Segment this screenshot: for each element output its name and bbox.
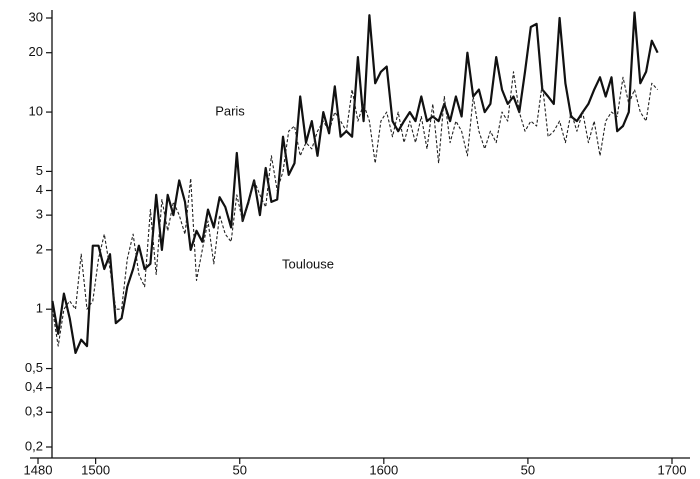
y-tick-label: 0,4 [25, 379, 43, 394]
y-tick-label: 0,3 [25, 404, 43, 419]
x-tick-label: 1600 [369, 462, 398, 477]
x-tick-label: 1500 [81, 462, 110, 477]
y-tick-label: 2 [36, 241, 43, 256]
y-tick-label: 4 [36, 182, 43, 197]
annotation: Paris [215, 103, 245, 118]
y-tick-label: 0,5 [25, 360, 43, 375]
y-tick-label: 30 [29, 9, 43, 24]
series-line [51, 11, 659, 354]
x-tick-label: 50 [232, 462, 246, 477]
y-tick-label: 0,2 [25, 438, 43, 453]
y-tick-label: 5 [36, 163, 43, 178]
y-tick-label: 10 [29, 103, 43, 118]
y-tick-label: 20 [29, 44, 43, 59]
x-tick-label: 1700 [658, 462, 687, 477]
y-tick-label: 1 [36, 301, 43, 316]
x-tick-label: 50 [521, 462, 535, 477]
series-line [51, 71, 659, 347]
y-tick-label: 3 [36, 207, 43, 222]
annotation: Toulouse [282, 256, 334, 271]
x-tick-label: 1480 [24, 462, 53, 477]
